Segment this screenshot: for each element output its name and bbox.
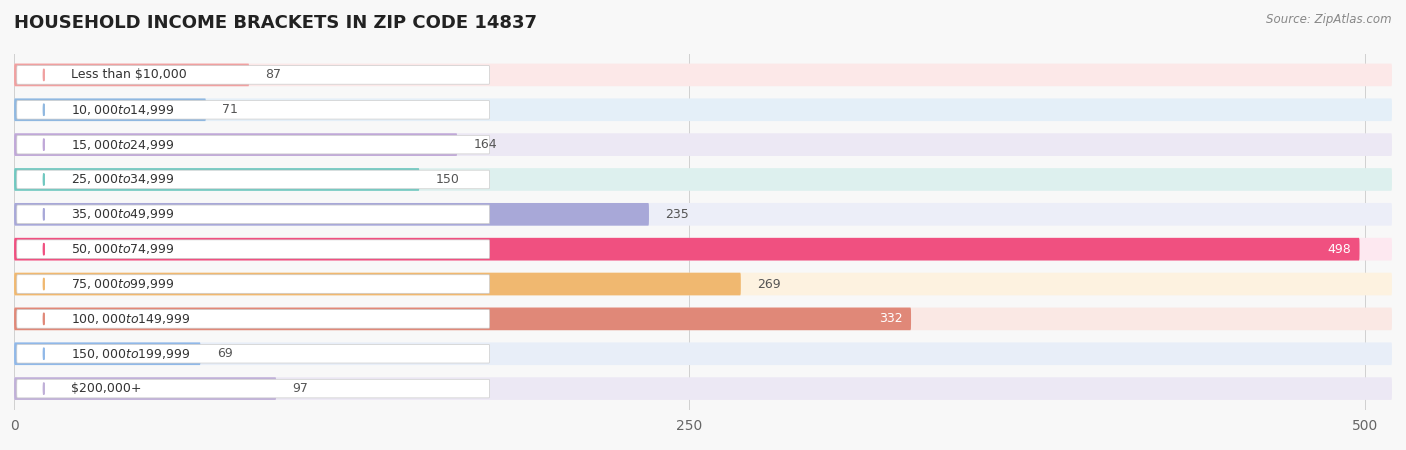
FancyBboxPatch shape: [14, 203, 1392, 225]
FancyBboxPatch shape: [17, 310, 489, 328]
FancyBboxPatch shape: [14, 307, 1392, 330]
FancyBboxPatch shape: [14, 342, 1392, 365]
FancyBboxPatch shape: [14, 238, 1392, 261]
FancyBboxPatch shape: [17, 379, 489, 398]
FancyBboxPatch shape: [14, 273, 1392, 295]
FancyBboxPatch shape: [17, 170, 489, 189]
Text: $150,000 to $199,999: $150,000 to $199,999: [70, 347, 190, 361]
Text: $50,000 to $74,999: $50,000 to $74,999: [70, 242, 174, 256]
FancyBboxPatch shape: [14, 203, 650, 225]
Text: 97: 97: [292, 382, 308, 395]
FancyBboxPatch shape: [17, 240, 489, 258]
FancyBboxPatch shape: [14, 377, 276, 400]
FancyBboxPatch shape: [17, 205, 489, 224]
Text: $15,000 to $24,999: $15,000 to $24,999: [70, 138, 174, 152]
Text: 269: 269: [756, 278, 780, 291]
Text: $25,000 to $34,999: $25,000 to $34,999: [70, 172, 174, 186]
FancyBboxPatch shape: [17, 344, 489, 363]
FancyBboxPatch shape: [14, 63, 1392, 86]
Text: 235: 235: [665, 208, 689, 221]
Text: 69: 69: [217, 347, 232, 360]
FancyBboxPatch shape: [14, 168, 419, 191]
FancyBboxPatch shape: [14, 99, 205, 121]
FancyBboxPatch shape: [14, 342, 201, 365]
FancyBboxPatch shape: [14, 133, 457, 156]
Text: 498: 498: [1327, 243, 1351, 256]
FancyBboxPatch shape: [17, 66, 489, 84]
FancyBboxPatch shape: [17, 275, 489, 293]
Text: Less than $10,000: Less than $10,000: [70, 68, 187, 81]
FancyBboxPatch shape: [14, 307, 911, 330]
Text: $100,000 to $149,999: $100,000 to $149,999: [70, 312, 190, 326]
FancyBboxPatch shape: [14, 168, 1392, 191]
FancyBboxPatch shape: [17, 135, 489, 154]
FancyBboxPatch shape: [14, 273, 741, 295]
Text: 332: 332: [879, 312, 903, 325]
Text: $200,000+: $200,000+: [70, 382, 141, 395]
FancyBboxPatch shape: [14, 238, 1360, 261]
Text: HOUSEHOLD INCOME BRACKETS IN ZIP CODE 14837: HOUSEHOLD INCOME BRACKETS IN ZIP CODE 14…: [14, 14, 537, 32]
FancyBboxPatch shape: [14, 377, 1392, 400]
Text: $10,000 to $14,999: $10,000 to $14,999: [70, 103, 174, 117]
Text: 87: 87: [266, 68, 281, 81]
Text: $35,000 to $49,999: $35,000 to $49,999: [70, 207, 174, 221]
Text: 150: 150: [436, 173, 460, 186]
Text: 71: 71: [222, 103, 238, 116]
FancyBboxPatch shape: [17, 100, 489, 119]
Text: Source: ZipAtlas.com: Source: ZipAtlas.com: [1267, 14, 1392, 27]
FancyBboxPatch shape: [14, 133, 1392, 156]
Text: 164: 164: [474, 138, 496, 151]
FancyBboxPatch shape: [14, 63, 249, 86]
Text: $75,000 to $99,999: $75,000 to $99,999: [70, 277, 174, 291]
FancyBboxPatch shape: [14, 99, 1392, 121]
